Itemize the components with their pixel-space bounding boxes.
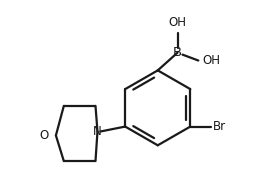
- Text: Br: Br: [213, 120, 226, 133]
- Text: OH: OH: [202, 54, 220, 67]
- Text: N: N: [93, 125, 102, 138]
- Text: O: O: [40, 129, 49, 142]
- Text: B: B: [173, 46, 182, 59]
- Text: OH: OH: [169, 16, 187, 29]
